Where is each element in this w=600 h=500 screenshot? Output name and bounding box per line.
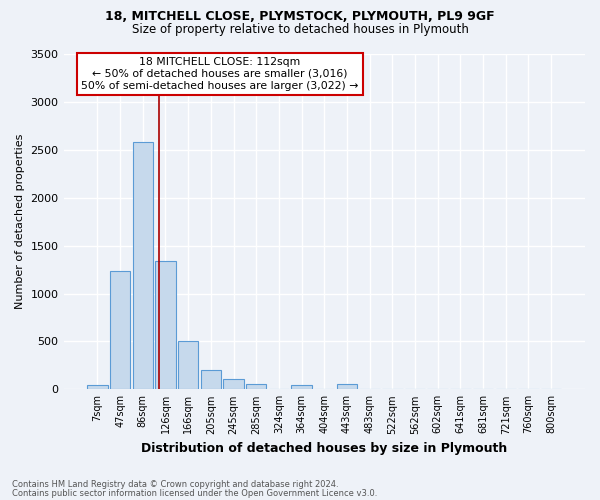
Y-axis label: Number of detached properties: Number of detached properties xyxy=(15,134,25,310)
Bar xyxy=(292,384,312,390)
Bar xyxy=(87,384,107,390)
Bar xyxy=(223,379,244,390)
Text: Size of property relative to detached houses in Plymouth: Size of property relative to detached ho… xyxy=(131,22,469,36)
Bar xyxy=(155,261,176,390)
Text: 18, MITCHELL CLOSE, PLYMSTOCK, PLYMOUTH, PL9 9GF: 18, MITCHELL CLOSE, PLYMSTOCK, PLYMOUTH,… xyxy=(105,10,495,23)
Bar xyxy=(133,142,153,390)
Text: Contains public sector information licensed under the Open Government Licence v3: Contains public sector information licen… xyxy=(12,489,377,498)
Bar xyxy=(178,342,199,390)
Bar xyxy=(200,370,221,390)
Text: 18 MITCHELL CLOSE: 112sqm
← 50% of detached houses are smaller (3,016)
50% of se: 18 MITCHELL CLOSE: 112sqm ← 50% of detac… xyxy=(81,58,359,90)
Bar xyxy=(337,384,357,390)
Bar xyxy=(246,384,266,390)
Text: Contains HM Land Registry data © Crown copyright and database right 2024.: Contains HM Land Registry data © Crown c… xyxy=(12,480,338,489)
X-axis label: Distribution of detached houses by size in Plymouth: Distribution of detached houses by size … xyxy=(141,442,508,455)
Bar xyxy=(110,272,130,390)
